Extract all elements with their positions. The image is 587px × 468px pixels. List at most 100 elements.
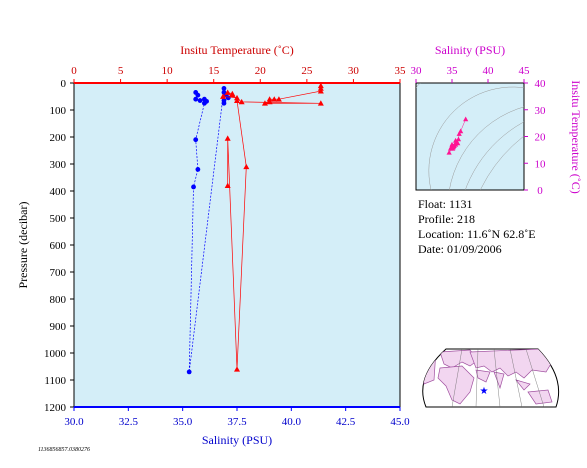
salinity-point: [186, 369, 192, 375]
float-location-star-icon: ★: [480, 386, 489, 397]
ts-point: [456, 131, 462, 136]
float-number: Float: 1131: [418, 197, 473, 211]
temperature-point: [224, 135, 231, 141]
temperature-point: [271, 96, 278, 102]
salinity-point: [193, 137, 199, 143]
ts-salinity-tick-label: 35: [447, 65, 459, 77]
ts-point: [453, 137, 459, 143]
ts-point: [446, 149, 452, 155]
pressure-tick-label: 800: [50, 294, 67, 306]
ts-isopycnal-line: [428, 86, 524, 190]
profile-plot: 0100200300400500600700800900100011001200…: [16, 43, 410, 447]
temperature-point: [317, 88, 324, 94]
salinity-axis-label: Salinity (PSU): [202, 433, 272, 447]
ts-point: [463, 116, 469, 122]
pressure-tick-label: 1000: [44, 348, 67, 360]
ts-temperature-tick-label: 0: [537, 185, 543, 197]
ts-temperature-tick-label: 40: [535, 78, 547, 90]
world-map: ★: [422, 348, 560, 408]
temperature-tick-label: 25: [301, 65, 313, 77]
ts-diagram: 30 35 40 45 0 10 20 30 40 Salinity (PSU) Insitu…: [411, 43, 584, 197]
ts-isopycnals: [416, 83, 524, 190]
profile-plot-area: [73, 82, 401, 408]
salinity-point: [197, 98, 203, 103]
salinity-tick-label: 35.0: [173, 416, 193, 428]
temperature-tick-label: 35: [395, 65, 407, 77]
ts-salinity-tick-label: 45: [519, 65, 531, 77]
pressure-tick-label: 0: [61, 78, 67, 90]
ts-temperature-ticks: 0 10 20 30 40: [524, 78, 546, 197]
salinity-tick-label: 42.5: [336, 416, 356, 428]
pressure-tick-label: 900: [50, 321, 67, 333]
ts-isopycnal-line: [464, 121, 524, 190]
salinity-tick-label: 45.0: [390, 416, 410, 428]
ts-salinity-tick-label: 40: [483, 65, 495, 77]
salinity-point: [221, 100, 227, 106]
ts-temperature-axis-label: Insitu Temperature (˚C): [569, 80, 583, 194]
ts-salinity-ticks: 30 35 40 45: [411, 65, 531, 83]
ts-salinity-axis-label: Salinity (PSU): [435, 43, 505, 57]
profile-number: Profile: 218: [418, 212, 475, 226]
pressure-ticks: 0 100 200 300 400 500 600 700 800 900 1000 1100 1200: [44, 78, 74, 414]
temperature-tick-label: 0: [71, 65, 77, 77]
temperature-point: [266, 96, 273, 102]
salinity-point: [202, 100, 207, 106]
salinity-ticks: 30.0 32.5 35.0 37.5 40.0 42.5 45.0: [64, 407, 410, 428]
temperature-tick-label: 20: [255, 65, 267, 77]
pressure-axis-label: Pressure (decibar): [16, 202, 30, 289]
ts-isopycnal-line: [449, 106, 524, 190]
ts-temperature-tick-label: 10: [535, 158, 547, 170]
salinity-point: [191, 184, 196, 190]
pressure-tick-label: 1200: [44, 402, 67, 414]
ts-points: [446, 116, 469, 155]
float-info: Float: 1131 Profile: 218 Location: 11.6˚…: [418, 197, 536, 256]
pressure-tick-label: 700: [50, 267, 67, 279]
pressure-tick-label: 300: [50, 159, 67, 171]
pressure-tick-label: 100: [50, 105, 67, 117]
date: Date: 01/09/2006: [418, 242, 502, 256]
temperature-point: [229, 90, 236, 97]
profile-series: [186, 82, 324, 375]
salinity-tick-label: 32.5: [119, 416, 139, 428]
ts-temperature-tick-label: 20: [535, 132, 547, 144]
footer-id: 1136856857.0380276: [38, 447, 90, 453]
ts-plot-area: [415, 82, 525, 191]
salinity-tick-label: 40.0: [282, 416, 302, 428]
temperature-point: [224, 182, 231, 188]
temperature-point: [238, 98, 245, 105]
ts-temperature-tick-label: 30: [535, 105, 547, 117]
temperature-tick-label: 15: [208, 65, 220, 77]
salinity-tick-label: 37.5: [227, 416, 247, 428]
salinity-point: [193, 96, 199, 102]
temperature-point: [261, 100, 268, 106]
pressure-tick-label: 500: [50, 213, 67, 225]
salinity-point: [221, 86, 227, 91]
temperature-point: [234, 366, 240, 372]
temperature-point: [234, 97, 240, 103]
ts-salinity-tick-label: 30: [411, 65, 423, 77]
map-land: [422, 349, 553, 405]
ts-point: [455, 136, 462, 142]
temperature-point: [224, 89, 231, 95]
map-graticule: [451, 349, 545, 407]
salinity-tick-label: 30.0: [64, 416, 84, 428]
temperature-point: [317, 100, 324, 106]
ts-point: [449, 141, 455, 147]
temperature-tick-label: 10: [162, 65, 174, 77]
salinity-point: [195, 167, 201, 172]
temperature-point: [220, 93, 227, 99]
temperature-point: [275, 96, 282, 102]
temperature-point: [317, 82, 324, 89]
temperature-axis-label: Insitu Temperature (˚C): [180, 43, 294, 57]
ts-point: [447, 145, 454, 151]
pressure-tick-label: 200: [50, 132, 67, 144]
temperature-point: [266, 98, 273, 105]
salinity-point: [195, 92, 201, 98]
pressure-tick-label: 1100: [44, 375, 66, 387]
temperature-ticks: 0 5 10 15 20 25 30 35: [71, 65, 406, 83]
pressure-tick-label: 600: [50, 240, 67, 252]
temperature-tick-label: 30: [348, 65, 360, 77]
location: Location: 11.6˚N 62.8˚E: [418, 227, 536, 241]
temperature-tick-label: 5: [118, 65, 124, 77]
